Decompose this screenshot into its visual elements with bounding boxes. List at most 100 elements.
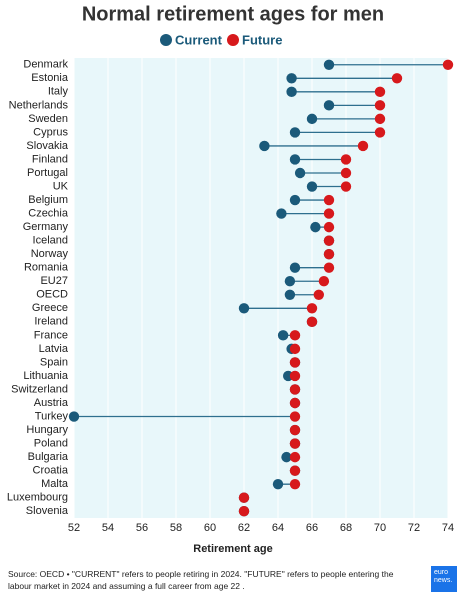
y-tick-label: Italy <box>48 86 69 98</box>
y-tick-label: Cyprus <box>33 126 68 138</box>
y-tick-label: Turkey <box>35 410 69 422</box>
dot <box>289 262 301 273</box>
dot <box>374 113 386 125</box>
legend-marker <box>227 34 239 46</box>
dot <box>289 370 301 382</box>
x-tick-label: 58 <box>170 522 182 534</box>
x-tick-label: 72 <box>408 522 420 534</box>
x-tick-label: 64 <box>272 522 284 534</box>
x-tick-label: 66 <box>306 522 318 534</box>
y-tick-label: Czechia <box>28 207 69 219</box>
dot <box>289 478 301 490</box>
dot <box>272 478 284 490</box>
dot <box>323 194 335 206</box>
x-axis-label: Retirement age <box>193 543 272 555</box>
dot <box>318 276 330 287</box>
y-tick-label: Hungary <box>26 424 68 436</box>
y-tick-label: Denmark <box>23 59 68 71</box>
dot <box>306 181 318 192</box>
y-tick-label: Belgium <box>28 194 68 206</box>
dot <box>323 235 335 246</box>
dot <box>340 181 352 192</box>
dot <box>323 262 335 273</box>
y-tick-label: Spain <box>40 356 68 368</box>
y-tick-label: Portugal <box>27 167 68 179</box>
dot <box>289 384 301 395</box>
plot-area <box>74 58 448 518</box>
chart-title: Normal retirement ages for men <box>82 3 384 25</box>
dot <box>289 194 301 206</box>
dot <box>289 357 301 368</box>
dot <box>281 451 292 463</box>
dot <box>374 127 386 138</box>
chart: Normal retirement ages for men Retiremen… <box>7 3 454 555</box>
x-tick-label: 52 <box>68 522 80 534</box>
y-tick-label: France <box>34 329 68 341</box>
dot <box>323 59 335 70</box>
y-tick-label: Iceland <box>33 235 68 247</box>
legend-label: Current <box>175 32 223 47</box>
y-tick-label: Switzerland <box>11 383 68 395</box>
y-tick-label: Malta <box>41 478 69 490</box>
y-tick-label: Latvia <box>39 343 69 355</box>
logo: euro news. <box>431 566 457 592</box>
dot <box>323 248 335 260</box>
dot <box>340 167 352 179</box>
dot <box>289 127 301 138</box>
y-tick-label: EU27 <box>40 275 68 287</box>
dot <box>277 330 289 341</box>
y-tick-label: Romania <box>24 262 69 274</box>
y-tick-label: Slovakia <box>26 140 68 152</box>
dot <box>323 208 335 219</box>
dot <box>289 411 301 422</box>
dot <box>391 73 403 84</box>
dot <box>289 465 301 476</box>
y-tick-label: Austria <box>34 397 69 409</box>
dot <box>323 100 335 111</box>
y-tick-label: Finland <box>32 153 68 165</box>
dot <box>306 316 318 328</box>
dot <box>68 411 80 422</box>
dot <box>357 140 369 152</box>
y-tick-label: Poland <box>34 437 68 449</box>
dot <box>442 59 454 70</box>
dot <box>284 276 296 287</box>
source-note: Source: OECD • "CURRENT" refers to peopl… <box>8 569 394 591</box>
dot <box>340 154 352 165</box>
dot <box>306 113 318 125</box>
dot <box>286 86 297 98</box>
y-tick-label: Germany <box>23 221 69 233</box>
dot <box>374 86 386 98</box>
y-tick-label: OECD <box>36 289 68 301</box>
y-tick-label: Croatia <box>33 465 69 477</box>
x-tick-label: 56 <box>136 522 148 534</box>
x-tick-label: 70 <box>374 522 386 534</box>
dot <box>289 451 301 463</box>
legend-label: Future <box>242 32 282 47</box>
dot <box>276 208 287 219</box>
dot <box>289 343 301 355</box>
y-tick-label: Sweden <box>28 113 68 125</box>
dot <box>289 154 301 165</box>
dot <box>310 221 321 233</box>
dot <box>289 424 301 436</box>
dot <box>259 140 270 152</box>
y-tick-label: Luxembourg <box>7 492 68 504</box>
dot <box>289 438 301 449</box>
x-tick-label: 54 <box>102 522 114 534</box>
x-tick-label: 60 <box>204 522 216 534</box>
dot <box>313 289 324 300</box>
x-tick-label: 62 <box>238 522 250 534</box>
y-tick-label: Ireland <box>34 316 68 328</box>
x-tick-label: 74 <box>442 522 454 534</box>
dot <box>238 303 250 314</box>
dot <box>294 167 306 179</box>
y-tick-label: Norway <box>31 248 69 260</box>
y-tick-label: UK <box>53 180 69 192</box>
dot <box>238 492 250 503</box>
y-tick-label: Lithuania <box>23 370 69 382</box>
dot <box>238 506 250 517</box>
x-tick-label: 68 <box>340 522 352 534</box>
dot <box>306 303 318 314</box>
